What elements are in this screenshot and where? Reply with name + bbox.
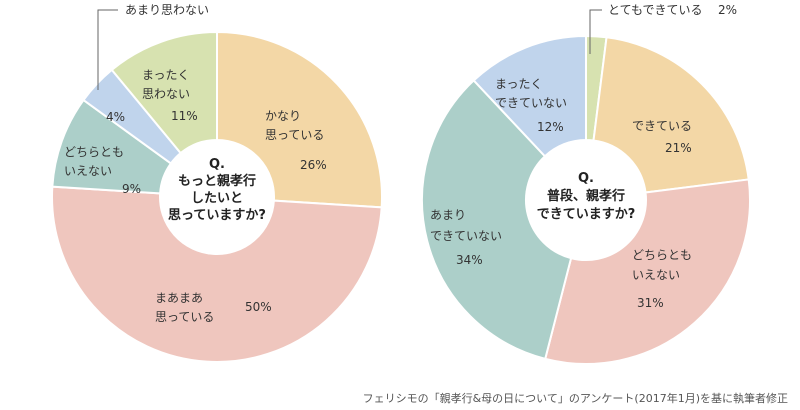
slice-value-label: 4%: [106, 110, 125, 124]
slice-label: 思わない: [142, 87, 190, 101]
slice-label: あまり: [430, 208, 466, 222]
slice-label: どちらとも: [64, 145, 124, 159]
slice-value-label: 9%: [122, 182, 141, 196]
slice-label: いえない: [632, 268, 680, 282]
pie-slice: [51, 185, 383, 363]
slice-label: まあまあ: [155, 291, 203, 305]
pie-slice: [543, 178, 751, 365]
leader-line: [97, 9, 118, 90]
slice-value-label: 26%: [300, 158, 327, 172]
slice-label: とてもできている: [608, 3, 703, 17]
slice-label: できていない: [430, 229, 502, 243]
pie-slice: [216, 30, 383, 209]
pie-slice: [421, 79, 573, 361]
pie-slice: [110, 30, 218, 155]
center-question: Q.: [209, 157, 225, 172]
center-question: できていますか?: [537, 207, 636, 222]
slice-label: 思っている: [155, 310, 214, 324]
slice-label: まったく: [495, 77, 543, 91]
slice-value-label: 11%: [171, 109, 198, 123]
center-question: もっと親孝行: [178, 173, 256, 189]
slice-label: どちらとも: [632, 248, 692, 262]
slice-value-label: 34%: [456, 253, 483, 267]
pie-slice: [592, 36, 750, 194]
slice-value-label: 31%: [637, 296, 664, 310]
slice-label: まったく: [142, 68, 190, 82]
slice-label: できている: [632, 119, 692, 133]
source-note: フェリシモの「親孝行&母の日について」のアンケート(2017年1月)を基に執筆者…: [362, 392, 788, 405]
slice-label: あまり思わない: [125, 3, 209, 17]
slice-label: いえない: [64, 164, 112, 178]
slice-value-label: 21%: [665, 141, 692, 155]
slice-label: 思っている: [265, 128, 324, 142]
center-question: したいと: [191, 191, 243, 206]
slice-label: できていない: [495, 96, 567, 110]
center-question: 思っていますか?: [168, 208, 266, 223]
center-question: Q.: [578, 171, 594, 186]
slice-value-label: 12%: [537, 120, 564, 134]
slice-value-label: 2%: [718, 3, 737, 17]
slice-value-label: 50%: [245, 300, 272, 314]
slice-label: かなり: [265, 109, 301, 123]
leader-line: [589, 9, 602, 54]
pie-slice: [472, 34, 587, 158]
center-question: 普段、親孝行: [547, 188, 625, 204]
